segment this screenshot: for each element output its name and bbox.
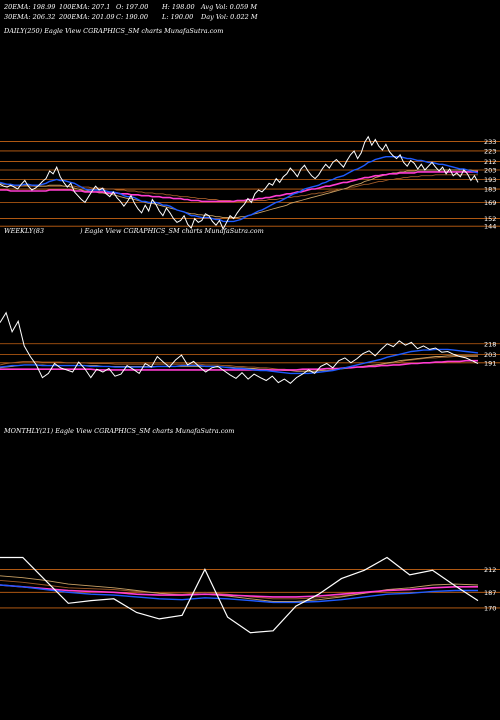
level-label-169: 169	[484, 199, 496, 207]
ema-tan-line	[0, 575, 479, 602]
ema-pink-line	[0, 359, 478, 371]
avg-vol-stat: Avg Vol: 0.059 M	[201, 3, 258, 11]
level-label-233: 233	[484, 138, 496, 146]
price-line	[0, 135, 479, 230]
level-label-218: 218	[484, 340, 496, 348]
level-label-212: 212	[484, 566, 496, 574]
ema-pink-line	[0, 171, 478, 203]
level-label-203: 203	[484, 351, 496, 359]
level-label-187: 187	[484, 589, 496, 597]
day-vol-stat: Day Vol: 0.022 M	[201, 13, 258, 21]
ema20-stat: 20EMA: 198.99	[4, 3, 56, 11]
level-label-203: 203	[484, 167, 496, 175]
ema-fast-line	[0, 584, 478, 604]
level-label-152: 152	[484, 215, 496, 223]
ema-fast-line	[0, 348, 479, 375]
monthly-chart-title: MONTHLY(21) Eagle View CGRAPHICS_SM char…	[4, 427, 235, 435]
open-stat: O: 197.00	[116, 3, 149, 11]
level-label-191: 191	[484, 359, 496, 367]
price-line	[0, 311, 479, 384]
level-label-223: 223	[484, 147, 496, 155]
ema-pink-line	[0, 584, 478, 598]
close-stat: C: 190.00	[116, 13, 148, 21]
ema-brown-line	[0, 174, 478, 202]
level-label-170: 170	[484, 604, 496, 612]
low-stat: L: 190.00	[162, 13, 194, 21]
ema100-stat: 100EMA: 207.1	[59, 3, 111, 11]
level-label-193: 193	[484, 176, 496, 184]
daily-chart-title: DAILY(250) Eagle View CGRAPHICS_SM chart…	[4, 27, 224, 35]
level-label-183: 183	[484, 186, 496, 194]
price-line	[0, 556, 479, 634]
weekly-chart-title-right: ) Eagle View CGRAPHICS_SM charts MunafaS…	[80, 227, 264, 235]
weekly-chart-title-left: WEEKLY(83	[4, 227, 45, 235]
level-label-144: 144	[484, 223, 496, 230]
ema30-stat: 30EMA: 206.32	[4, 13, 56, 21]
level-label-212: 212	[484, 158, 496, 166]
monthly-chart: 212 187 170	[0, 556, 500, 634]
ema-tan-line	[0, 169, 478, 219]
ema200-stat: 200EMA: 201.09	[59, 13, 115, 21]
high-stat: H: 198.00	[162, 3, 195, 11]
